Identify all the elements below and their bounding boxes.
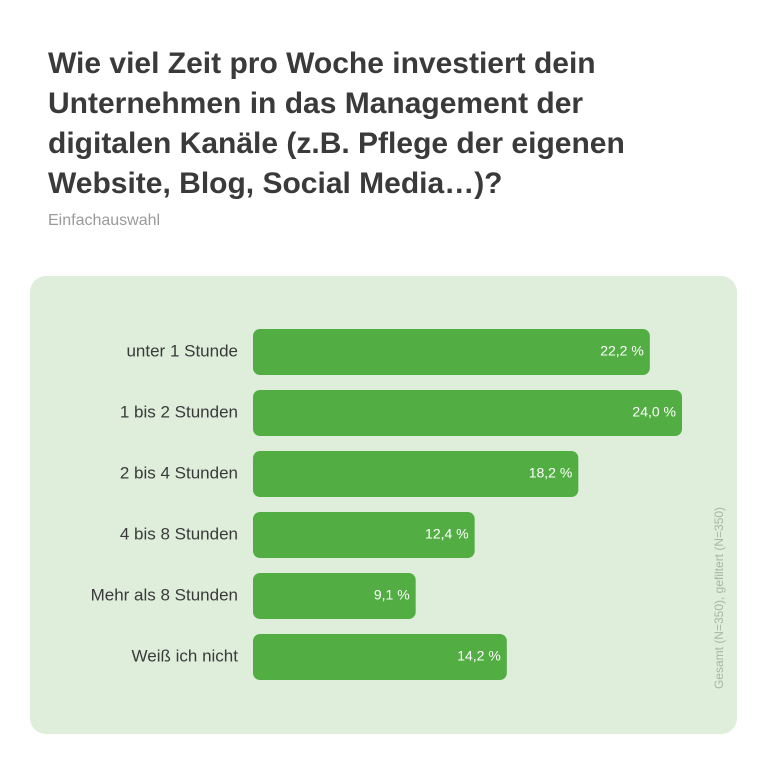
value-label: 9,1 %: [374, 587, 410, 603]
bar: [253, 634, 507, 680]
bar: [253, 573, 416, 619]
category-label: Mehr als 8 Stunden: [91, 585, 238, 604]
value-label: 24,0 %: [632, 404, 676, 420]
value-label: 22,2 %: [600, 343, 644, 359]
chart-subtitle: Einfachauswahl: [48, 212, 161, 229]
category-label: Weiß ich nicht: [132, 646, 239, 665]
value-label: 12,4 %: [425, 526, 469, 542]
value-label: 18,2 %: [529, 465, 573, 481]
bar: [253, 451, 579, 497]
chart-title: Wie viel Zeit pro Woche investiert dein …: [48, 47, 625, 200]
sample-note: Gesamt (N=350), gefiltert (N=350): [712, 507, 726, 689]
value-label: 14,2 %: [457, 648, 501, 664]
category-label: 1 bis 2 Stunden: [120, 402, 238, 421]
category-label: unter 1 Stunde: [126, 341, 238, 360]
bar: [253, 329, 650, 375]
category-label: 4 bis 8 Stunden: [120, 524, 238, 543]
bar: [253, 512, 475, 558]
category-label: 2 bis 4 Stunden: [120, 463, 238, 482]
bar: [253, 390, 682, 436]
